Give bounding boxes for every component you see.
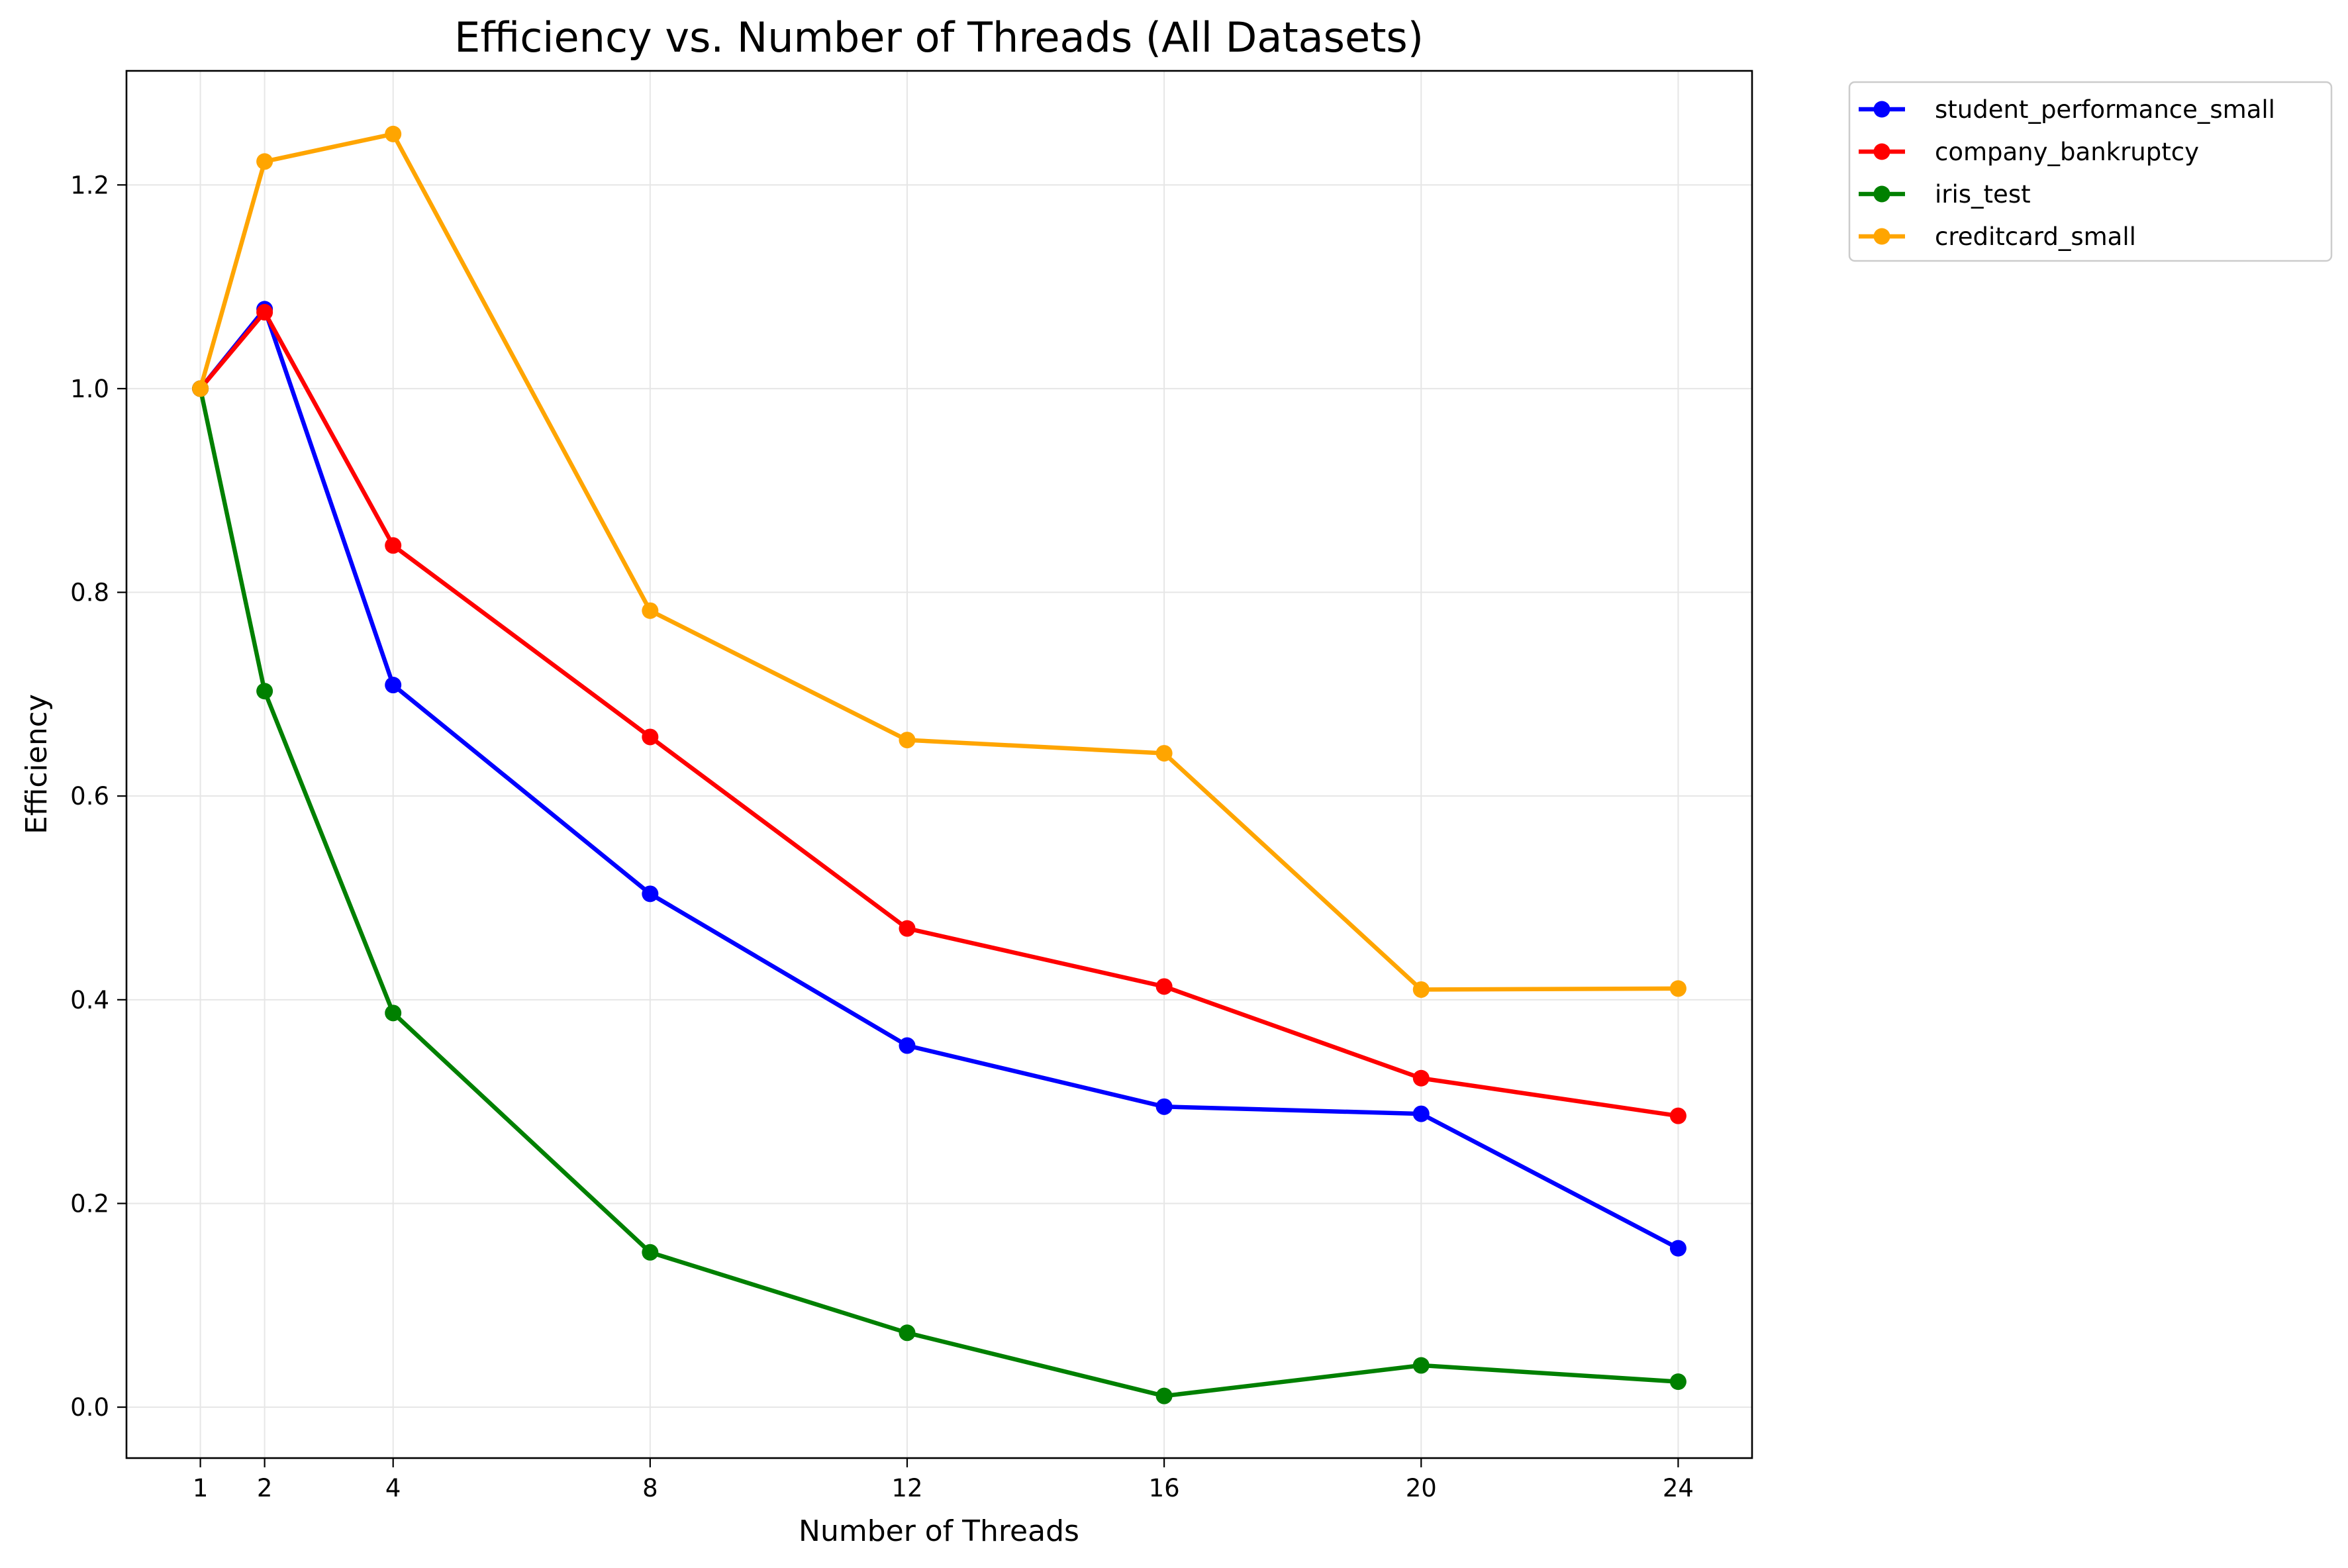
- legend-marker-creditcard_small: [1873, 228, 1890, 245]
- legend-marker-student_performance_small: [1873, 101, 1890, 118]
- data-point-creditcard_small: [1412, 981, 1430, 998]
- x-tick-label: 4: [385, 1474, 401, 1502]
- y-tick-label: 0.6: [70, 782, 109, 810]
- x-tick-label: 16: [1149, 1474, 1180, 1502]
- data-point-student_performance_small: [899, 1037, 916, 1054]
- y-tick-label: 0.8: [70, 579, 109, 607]
- data-point-creditcard_small: [1155, 745, 1173, 762]
- data-point-student_performance_small: [385, 677, 402, 694]
- x-tick-label: 20: [1406, 1474, 1437, 1502]
- series-layer: [192, 125, 1687, 1404]
- y-tick-label: 1.2: [70, 171, 109, 199]
- legend-marker-company_bankruptcy: [1873, 143, 1890, 160]
- data-point-iris_test: [1412, 1357, 1430, 1374]
- y-tick-label: 0.2: [70, 1189, 109, 1218]
- y-axis-label: Efficiency: [20, 694, 54, 834]
- series-creditcard_small: [192, 125, 1687, 998]
- y-tick-label: 0.0: [70, 1393, 109, 1422]
- x-tick-label: 2: [257, 1474, 273, 1502]
- data-point-company_bankruptcy: [1669, 1107, 1687, 1124]
- data-point-student_performance_small: [642, 885, 659, 903]
- legend: student_performance_small company_bankrup…: [1848, 81, 2333, 262]
- y-tick-label: 0.4: [70, 986, 109, 1014]
- data-point-creditcard_small: [899, 732, 916, 749]
- series-iris_test: [192, 380, 1687, 1404]
- data-point-company_bankruptcy: [1155, 978, 1173, 995]
- data-point-creditcard_small: [192, 380, 209, 397]
- legend-label: creditcard_small: [1935, 222, 2136, 251]
- data-point-iris_test: [899, 1324, 916, 1342]
- series-line-creditcard_small: [198, 132, 1681, 992]
- data-point-student_performance_small: [1412, 1105, 1430, 1122]
- data-point-iris_test: [1669, 1373, 1687, 1391]
- x-axis-label: Number of Threads: [799, 1514, 1079, 1548]
- legend-label: company_bankruptcy: [1935, 138, 2199, 166]
- series-line-company_bankruptcy: [198, 310, 1681, 1118]
- data-point-iris_test: [256, 683, 273, 700]
- ticks: 1 2 4 8 12 16 20 240.00.20.40.60.81.01.2: [70, 171, 1694, 1502]
- legend-label: student_performance_small: [1935, 95, 2275, 124]
- x-tick-label: 1: [193, 1474, 209, 1502]
- legend-label: iris_test: [1935, 180, 2031, 209]
- data-point-company_bankruptcy: [899, 920, 916, 937]
- data-point-creditcard_small: [642, 602, 659, 619]
- grid: [126, 71, 1752, 1458]
- series-line-student_performance_small: [198, 307, 1681, 1251]
- chart-title: Efficiency vs. Number of Threads (All Da…: [454, 13, 1424, 62]
- data-point-student_performance_small: [1155, 1098, 1173, 1115]
- legend-entries: student_performance_small company_bankrup…: [1859, 95, 2275, 251]
- legend-box: [1848, 81, 2333, 262]
- data-point-iris_test: [1155, 1387, 1173, 1404]
- data-point-creditcard_small: [1669, 980, 1687, 997]
- series-line-iris_test: [198, 386, 1681, 1398]
- data-point-company_bankruptcy: [1412, 1069, 1430, 1087]
- data-point-student_performance_small: [1669, 1240, 1687, 1257]
- data-point-company_bankruptcy: [385, 537, 402, 554]
- data-point-iris_test: [642, 1244, 659, 1261]
- y-tick-label: 1.0: [70, 375, 109, 403]
- data-point-company_bankruptcy: [256, 304, 273, 321]
- legend-marker-iris_test: [1873, 185, 1890, 203]
- data-point-creditcard_small: [385, 125, 402, 142]
- x-tick-label: 24: [1663, 1474, 1694, 1502]
- axes-frame: [125, 70, 1753, 1459]
- x-tick-label: 8: [642, 1474, 658, 1502]
- x-tick-label: 12: [891, 1474, 922, 1502]
- data-point-company_bankruptcy: [642, 728, 659, 746]
- data-point-creditcard_small: [256, 153, 273, 170]
- data-point-iris_test: [385, 1004, 402, 1022]
